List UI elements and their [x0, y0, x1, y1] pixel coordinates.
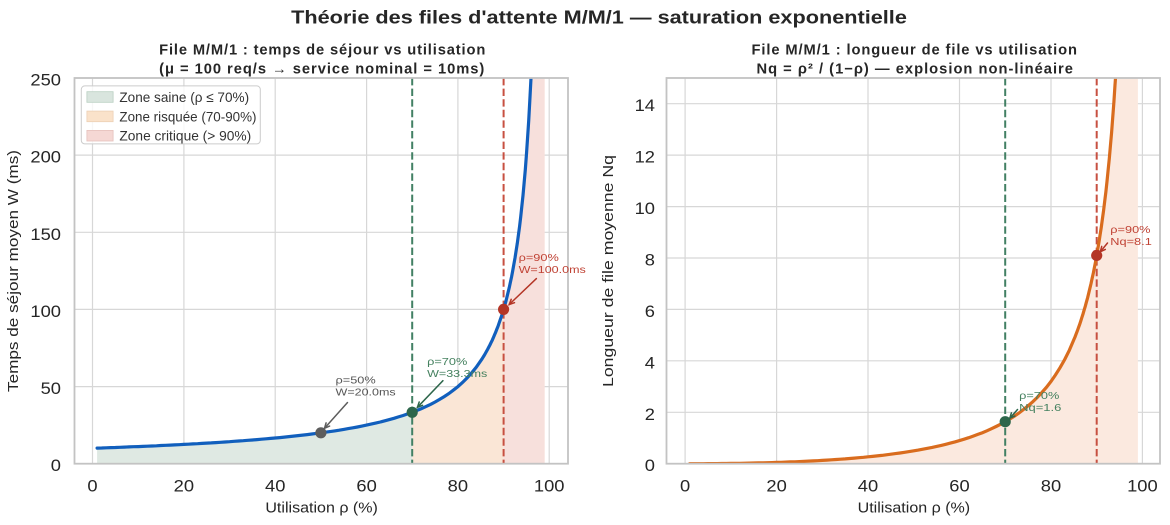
svg-text:150: 150 — [30, 225, 61, 244]
svg-text:(μ = 100 req/s → service nomin: (μ = 100 req/s → service nominal = 10ms) — [159, 61, 484, 77]
svg-text:80: 80 — [448, 476, 468, 495]
svg-text:ρ=70%: ρ=70% — [1019, 390, 1059, 402]
svg-text:8: 8 — [645, 251, 655, 270]
svg-text:80: 80 — [1041, 476, 1061, 495]
svg-text:File M/M/1 : temps de séjour v: File M/M/1 : temps de séjour vs utilisat… — [159, 43, 485, 59]
svg-text:Zone risquée (70-90%): Zone risquée (70-90%) — [119, 108, 256, 124]
svg-text:20: 20 — [174, 476, 194, 495]
svg-text:Zone saine (ρ ≤ 70%): Zone saine (ρ ≤ 70%) — [119, 89, 249, 105]
svg-text:Théorie des files d'attente M/: Théorie des files d'attente M/M/1 — satu… — [291, 8, 907, 28]
svg-text:60: 60 — [949, 476, 969, 495]
svg-text:10: 10 — [635, 199, 655, 218]
svg-text:Zone critique (> 90%): Zone critique (> 90%) — [119, 128, 251, 144]
svg-text:W=33.3ms: W=33.3ms — [427, 368, 487, 380]
svg-text:20: 20 — [766, 476, 786, 495]
svg-text:100: 100 — [30, 302, 61, 321]
svg-text:12: 12 — [635, 148, 655, 167]
svg-text:50: 50 — [41, 379, 61, 398]
svg-text:2: 2 — [645, 405, 655, 424]
svg-text:0: 0 — [645, 456, 655, 475]
svg-text:60: 60 — [356, 476, 376, 495]
svg-text:Utilisation ρ (%): Utilisation ρ (%) — [265, 500, 378, 516]
svg-text:File M/M/1 : longueur de file: File M/M/1 : longueur de file vs utilisa… — [751, 43, 1077, 59]
svg-text:40: 40 — [858, 476, 878, 495]
svg-text:0: 0 — [87, 476, 97, 495]
svg-text:ρ=90%: ρ=90% — [519, 252, 559, 264]
svg-text:Temps de séjour moyen W (ms): Temps de séjour moyen W (ms) — [6, 150, 22, 392]
svg-text:14: 14 — [635, 96, 655, 115]
svg-text:100: 100 — [534, 476, 565, 495]
svg-text:0: 0 — [51, 456, 61, 475]
svg-text:6: 6 — [645, 302, 655, 321]
svg-text:Nq=8.1: Nq=8.1 — [1110, 236, 1152, 248]
svg-text:40: 40 — [265, 476, 285, 495]
svg-text:Nq=1.6: Nq=1.6 — [1019, 402, 1061, 414]
svg-text:Nq = ρ² / (1−ρ) — explosion no: Nq = ρ² / (1−ρ) — explosion non-linéaire — [756, 61, 1072, 77]
svg-text:4: 4 — [645, 353, 655, 372]
svg-text:100: 100 — [1127, 476, 1158, 495]
svg-text:Longueur de file moyenne Nq: Longueur de file moyenne Nq — [601, 155, 617, 387]
svg-text:ρ=90%: ρ=90% — [1110, 224, 1150, 236]
svg-text:W=100.0ms: W=100.0ms — [519, 264, 586, 276]
svg-text:W=20.0ms: W=20.0ms — [336, 387, 396, 399]
svg-text:ρ=50%: ρ=50% — [336, 374, 376, 386]
svg-text:250: 250 — [30, 71, 61, 90]
svg-text:ρ=70%: ρ=70% — [427, 356, 467, 368]
svg-text:Utilisation ρ (%): Utilisation ρ (%) — [858, 500, 971, 516]
svg-text:0: 0 — [680, 476, 690, 495]
svg-text:200: 200 — [30, 148, 61, 167]
